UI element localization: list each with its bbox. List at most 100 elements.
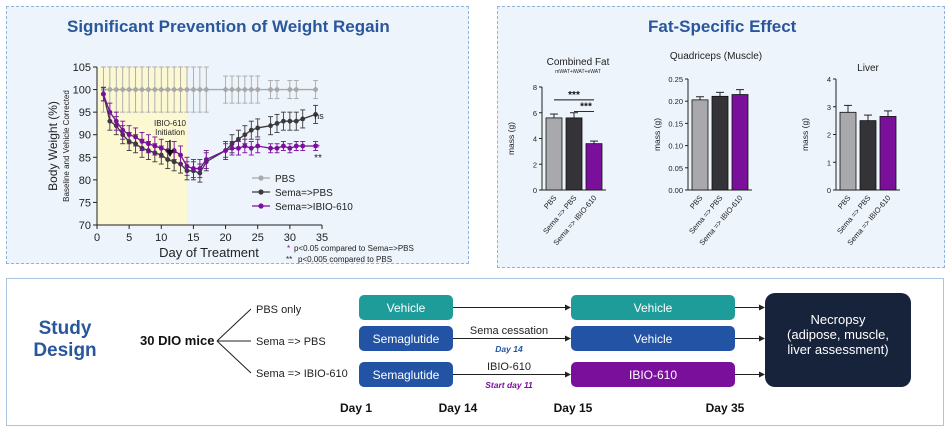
phase-box-label: Semaglutide <box>373 368 440 382</box>
data-point <box>126 87 132 92</box>
data-point <box>313 143 318 149</box>
data-point <box>191 87 196 92</box>
day-label: Day 14 <box>439 401 478 415</box>
data-point <box>158 87 164 92</box>
data-point <box>242 87 248 92</box>
y-tick-label: 2 <box>533 160 537 169</box>
initiation-annotation: IBIO-610 <box>154 119 187 128</box>
y-tick-label: 4 <box>533 135 537 144</box>
data-point <box>133 134 138 140</box>
data-point <box>236 87 241 92</box>
data-point <box>248 87 254 92</box>
data-point <box>133 87 138 92</box>
necropsy-label: Necropsy <box>811 312 866 327</box>
x-tick-label: 20 <box>219 232 231 244</box>
y-tick-label: 95 <box>79 107 91 119</box>
data-point <box>171 87 177 92</box>
phase-box-label: Semaglutide <box>373 332 440 346</box>
data-point <box>152 87 158 92</box>
arrowhead <box>759 371 765 378</box>
y-axis-label: Body Weight (%) <box>46 101 60 191</box>
y-tick-label: 70 <box>79 220 91 232</box>
data-point <box>255 87 261 92</box>
group-label: PBS only <box>256 304 302 316</box>
legend-marker <box>258 189 264 195</box>
y-tick-label: 0 <box>533 186 537 195</box>
y-axis-sublabel: Baseline and Vehicle Corrected <box>62 90 71 202</box>
phase-box <box>571 362 735 387</box>
data-point <box>126 132 132 138</box>
y-tick-label: 80 <box>79 175 91 187</box>
weight-panel: Significant Prevention of Weight Regain … <box>6 6 469 264</box>
data-point <box>223 148 228 153</box>
data-point <box>139 87 145 92</box>
data-point <box>146 87 151 92</box>
x-tick-label: PBS <box>542 194 559 211</box>
footnote-star: ** <box>286 255 292 264</box>
bar <box>691 99 709 191</box>
x-tick-label: 5 <box>126 232 132 244</box>
data-point <box>165 87 171 92</box>
data-point <box>248 127 254 133</box>
sig-label: *** <box>580 102 592 113</box>
data-point <box>293 87 299 92</box>
data-point <box>191 166 196 171</box>
day-label: Day 1 <box>340 401 372 415</box>
bar <box>545 117 563 191</box>
footnote: p<0.05 compared to Sema=>PBS <box>294 244 414 253</box>
phase-box-label: Vehicle <box>387 301 426 315</box>
phase-box <box>359 362 453 387</box>
group-label: Sema => IBIO-610 <box>256 368 348 380</box>
transition-subnote: Day 14 <box>495 344 523 354</box>
data-point <box>158 145 164 151</box>
x-tick-label: 15 <box>187 232 199 244</box>
data-point <box>229 87 235 92</box>
data-point <box>178 152 183 158</box>
ns-label: ns <box>314 111 324 121</box>
sig-star: * <box>316 143 320 154</box>
y-tick-label: 3 <box>827 103 831 112</box>
chart-title: Combined Fat <box>547 57 610 68</box>
design-title: Study <box>39 318 92 339</box>
data-point <box>281 118 286 124</box>
group-label: Sema => PBS <box>256 336 326 348</box>
data-point <box>197 87 203 92</box>
data-point <box>139 139 145 144</box>
data-point <box>274 87 280 92</box>
phase-box <box>359 326 453 351</box>
branch-arrow <box>216 308 252 342</box>
data-point <box>268 123 273 129</box>
data-point <box>113 87 119 92</box>
y-tick-label: 0 <box>827 186 831 195</box>
chart-title: Liver <box>857 63 879 74</box>
y-tick-label: 100 <box>73 85 91 97</box>
bar <box>839 111 857 191</box>
y-tick-label: 85 <box>79 152 91 164</box>
fat-panel: Fat-Specific Effect 0 2 4 6 8 mass (g) Combine… <box>497 6 945 268</box>
y-tick-label: 0.25 <box>668 75 683 84</box>
fat-panel-title: Fat-Specific Effect <box>648 17 797 36</box>
y-tick-label: 0.15 <box>668 119 683 128</box>
y-tick-label: 0.20 <box>668 97 683 106</box>
data-point <box>300 116 306 122</box>
data-point <box>274 145 280 151</box>
phase-box-label: IBIO-610 <box>629 368 677 382</box>
data-point <box>236 136 241 142</box>
data-point <box>236 145 241 151</box>
legend-label: PBS <box>275 174 295 185</box>
initiation-annotation: Initiation <box>155 128 185 137</box>
x-tick-label: PBS <box>688 194 705 211</box>
x-tick-label: PBS <box>836 194 853 211</box>
transition-note: IBIO-610 <box>487 361 531 373</box>
data-point <box>120 87 126 92</box>
data-point <box>197 166 203 171</box>
data-point <box>281 143 286 149</box>
data-point <box>287 87 293 92</box>
data-point <box>146 141 151 147</box>
data-point <box>152 143 158 149</box>
necropsy-label: (adipose, muscle, <box>787 327 889 342</box>
x-tick-label: 25 <box>252 232 264 244</box>
arrowhead <box>565 304 571 311</box>
day-label: Day 15 <box>554 401 593 415</box>
phase-box <box>359 295 453 320</box>
